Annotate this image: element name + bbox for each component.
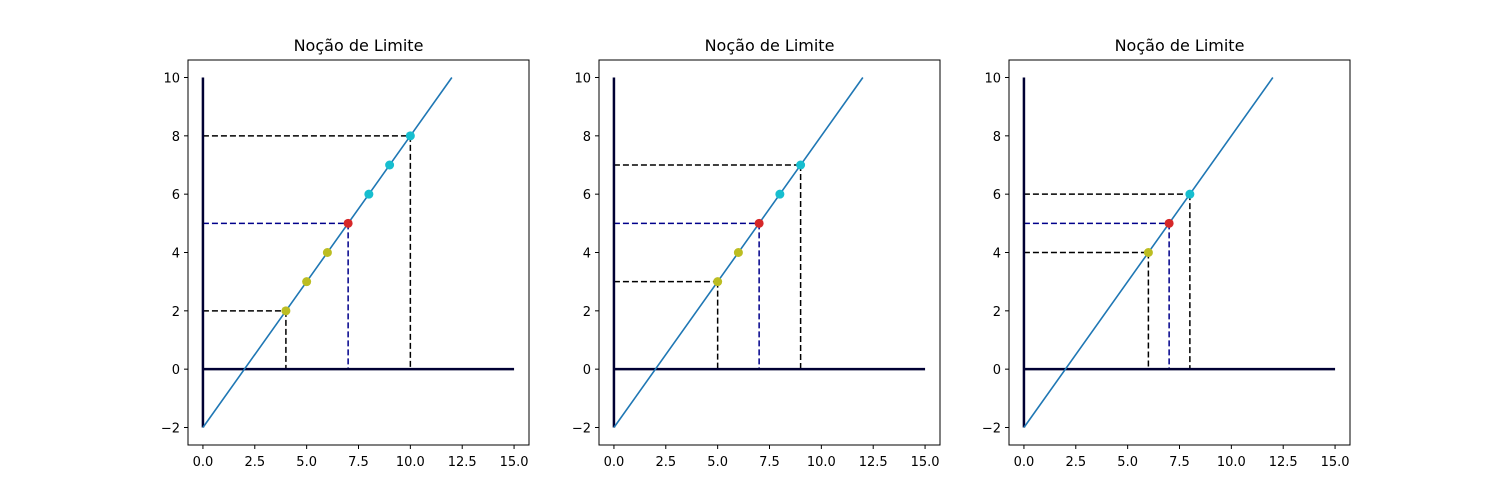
x-tick-label: 2.5 — [655, 455, 676, 470]
limit-point — [754, 218, 764, 228]
left-approach-point — [713, 277, 723, 287]
limit-point — [1164, 218, 1174, 228]
x-tick-label: 0.0 — [604, 455, 625, 470]
right-approach-point — [1185, 189, 1195, 199]
x-tick-label: 7.5 — [1169, 455, 1190, 470]
left-approach-point — [322, 248, 332, 257]
chart-panel-2: Noção de Limite 0.0 2.5 5.0 7.5 10.0 12.5 15.0 −… — [572, 36, 941, 470]
right-approach-point — [364, 189, 374, 199]
right-approach-point — [796, 160, 806, 170]
x-tick-label: 12.5 — [1269, 455, 1298, 470]
x-tick-label: 0.0 — [193, 455, 214, 470]
x-tick-label: 2.5 — [244, 455, 265, 470]
chart-title: Noção de Limite — [294, 36, 424, 55]
left-approach-point — [1143, 248, 1153, 257]
y-tick-label: 0 — [993, 363, 1001, 378]
y-tick-label: −2 — [161, 422, 180, 437]
x-tick-label: 10.0 — [1217, 455, 1246, 470]
x-tick-label: 5.0 — [1117, 455, 1138, 470]
y-tick-label: 4 — [172, 247, 180, 262]
x-tick-label: 7.5 — [348, 455, 369, 470]
y-tick-label: 2 — [172, 305, 180, 320]
y-tick-label: 0 — [172, 363, 180, 378]
y-tick-label: 0 — [583, 363, 591, 378]
chart-title: Noção de Limite — [1115, 36, 1245, 55]
x-tick-label: 15.0 — [911, 455, 940, 470]
y-tick-label: 10 — [984, 72, 1001, 87]
right-approach-point — [405, 131, 415, 141]
x-tick-label: 5.0 — [707, 455, 728, 470]
left-approach-point — [281, 306, 291, 316]
x-tick-label: 2.5 — [1065, 455, 1086, 470]
chart-title: Noção de Limite — [705, 36, 835, 55]
y-tick-label: 6 — [172, 188, 180, 203]
y-tick-label: 4 — [583, 247, 591, 262]
y-tick-label: −2 — [982, 422, 1001, 437]
y-tick-label: 8 — [583, 130, 591, 145]
x-tick-label: 15.0 — [1321, 455, 1350, 470]
y-tick-label: 10 — [574, 72, 591, 87]
chart-panel-1: Noção de Limite 0.0 2.5 5.0 7.5 10.0 12.5 15.0 −… — [161, 36, 530, 470]
y-tick-label: 2 — [993, 305, 1001, 320]
x-tick-label: 10.0 — [807, 455, 836, 470]
y-tick-label: −2 — [572, 422, 591, 437]
y-tick-label: 8 — [993, 130, 1001, 145]
y-tick-label: 4 — [993, 247, 1001, 262]
y-tick-label: 6 — [583, 188, 591, 203]
x-tick-label: 10.0 — [396, 455, 425, 470]
y-tick-label: 6 — [993, 188, 1001, 203]
right-approach-point — [385, 160, 395, 170]
x-tick-label: 0.0 — [1014, 455, 1035, 470]
x-tick-label: 12.5 — [859, 455, 888, 470]
x-tick-label: 7.5 — [759, 455, 780, 470]
y-tick-label: 2 — [583, 305, 591, 320]
y-tick-label: 8 — [172, 130, 180, 145]
x-tick-label: 5.0 — [296, 455, 317, 470]
chart-panel-3: Noção de Limite 0.0 2.5 5.0 7.5 10.0 12.5 15.0 −… — [982, 36, 1351, 470]
left-approach-point — [302, 277, 312, 287]
right-approach-point — [775, 189, 785, 199]
y-tick-label: 10 — [163, 72, 180, 87]
left-approach-point — [733, 248, 743, 257]
limit-point — [343, 218, 353, 228]
x-tick-label: 12.5 — [448, 455, 477, 470]
x-tick-label: 15.0 — [500, 455, 529, 470]
